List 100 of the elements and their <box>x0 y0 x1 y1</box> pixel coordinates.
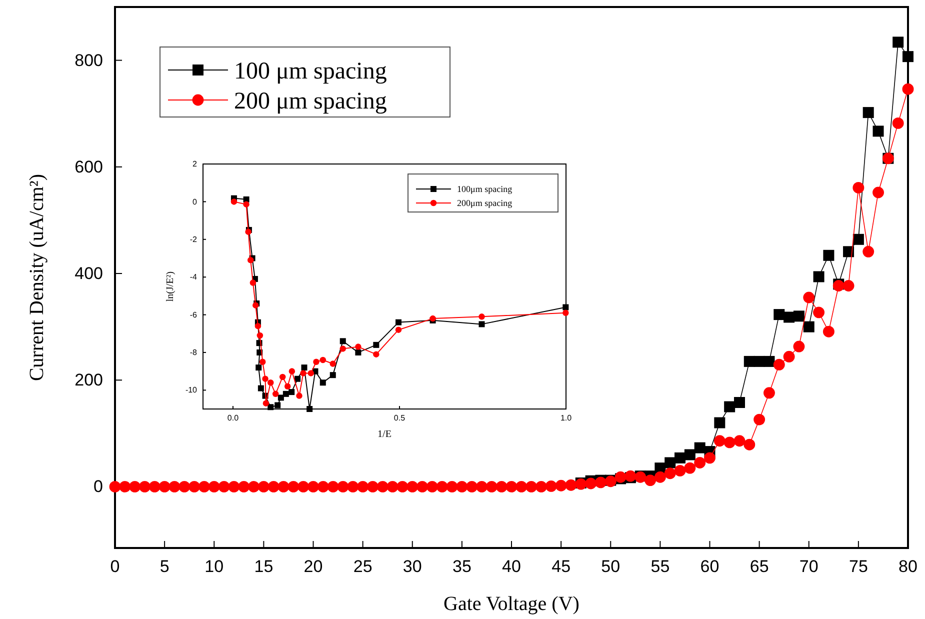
x-tick-label: 0.5 <box>394 414 406 423</box>
point <box>272 390 279 398</box>
y-tick-label: 2 <box>192 160 198 169</box>
point <box>843 246 854 258</box>
y-tick-label: -8 <box>190 348 198 358</box>
x-tick-label: 25 <box>353 557 372 576</box>
y-tick-label: 200 <box>74 370 103 390</box>
x-tick-label: 60 <box>700 557 720 576</box>
point <box>320 356 326 364</box>
point <box>262 400 270 406</box>
point <box>478 321 485 328</box>
point <box>734 396 745 408</box>
point <box>562 304 569 310</box>
point <box>714 417 726 428</box>
point <box>279 374 286 380</box>
y-tick-label: 600 <box>74 157 103 176</box>
point <box>674 452 686 464</box>
point <box>284 383 291 390</box>
point <box>892 36 904 48</box>
point <box>330 372 336 378</box>
point <box>862 107 874 118</box>
point <box>373 351 380 358</box>
point <box>254 322 262 330</box>
point <box>320 380 326 386</box>
point <box>330 360 336 367</box>
y-tick-label: -4 <box>190 272 198 282</box>
point <box>308 370 314 376</box>
legend-label: 100μm spacing <box>457 184 513 194</box>
point <box>256 332 264 339</box>
point <box>296 392 302 399</box>
y-tick-label: -2 <box>190 234 198 244</box>
x-tick-label: 35 <box>452 557 472 576</box>
x-tick-label: 0 <box>110 557 120 576</box>
point <box>872 126 884 137</box>
point <box>306 406 313 412</box>
x-tick-label: 80 <box>898 557 918 576</box>
point <box>259 358 266 365</box>
point <box>664 457 676 468</box>
y-tick-label: -6 <box>190 310 198 320</box>
point <box>355 344 362 350</box>
point <box>256 364 262 371</box>
point <box>274 402 281 408</box>
y-axis-title: ln(J/E²) <box>165 271 176 302</box>
point <box>478 314 485 320</box>
point <box>694 442 706 454</box>
x-tick-label: 15 <box>254 557 274 576</box>
point <box>744 356 755 367</box>
y-tick-label: 400 <box>74 264 103 283</box>
point <box>278 394 284 401</box>
point <box>823 250 834 261</box>
x-tick-label: 10 <box>204 557 224 576</box>
point <box>268 404 274 410</box>
x-tick-label: 0.0 <box>227 414 240 423</box>
point <box>852 234 864 245</box>
point <box>373 342 380 348</box>
legend-label: 200 μm spacing <box>234 88 387 114</box>
y-tick-label: 0 <box>192 197 198 206</box>
point <box>395 319 402 326</box>
point <box>282 390 289 397</box>
point <box>262 376 268 382</box>
y-tick-label: 800 <box>74 50 103 70</box>
y-tick-label: -10 <box>185 386 198 395</box>
point <box>803 321 814 332</box>
point <box>774 309 785 320</box>
point <box>301 364 308 371</box>
point <box>340 346 346 352</box>
x-tick-label: 20 <box>304 557 323 576</box>
point <box>294 376 301 382</box>
y-axis-title: Current Density (uA/cm²) <box>26 174 48 382</box>
x-tick-label: 40 <box>502 557 521 576</box>
legend-label: 200μm spacing <box>457 198 513 208</box>
point <box>355 349 362 356</box>
x-tick-label: 75 <box>848 557 868 576</box>
legend-label: 100 μm spacing <box>234 58 387 84</box>
x-axis-title: Gate Voltage (V) <box>444 593 580 615</box>
x-tick-label: 5 <box>160 557 170 576</box>
point <box>724 401 736 412</box>
point <box>784 312 795 323</box>
point <box>243 201 250 208</box>
x-tick-label: 1.0 <box>560 414 572 423</box>
point <box>340 338 346 344</box>
x-tick-label: 50 <box>601 557 620 576</box>
point <box>250 280 256 286</box>
point <box>300 370 306 376</box>
point <box>395 326 402 333</box>
point <box>764 356 775 367</box>
point <box>684 449 696 460</box>
point <box>258 385 264 392</box>
x-tick-label: 45 <box>552 557 571 576</box>
point <box>562 310 569 316</box>
x-tick-label: 30 <box>402 557 422 576</box>
y-tick-label: 0 <box>94 477 103 496</box>
x-tick-label: 55 <box>650 557 670 576</box>
x-axis-title: 1/E <box>378 429 392 440</box>
point <box>813 271 824 282</box>
point <box>793 310 804 322</box>
point <box>902 51 914 62</box>
point <box>288 368 296 374</box>
point <box>288 389 295 396</box>
point <box>267 380 274 386</box>
